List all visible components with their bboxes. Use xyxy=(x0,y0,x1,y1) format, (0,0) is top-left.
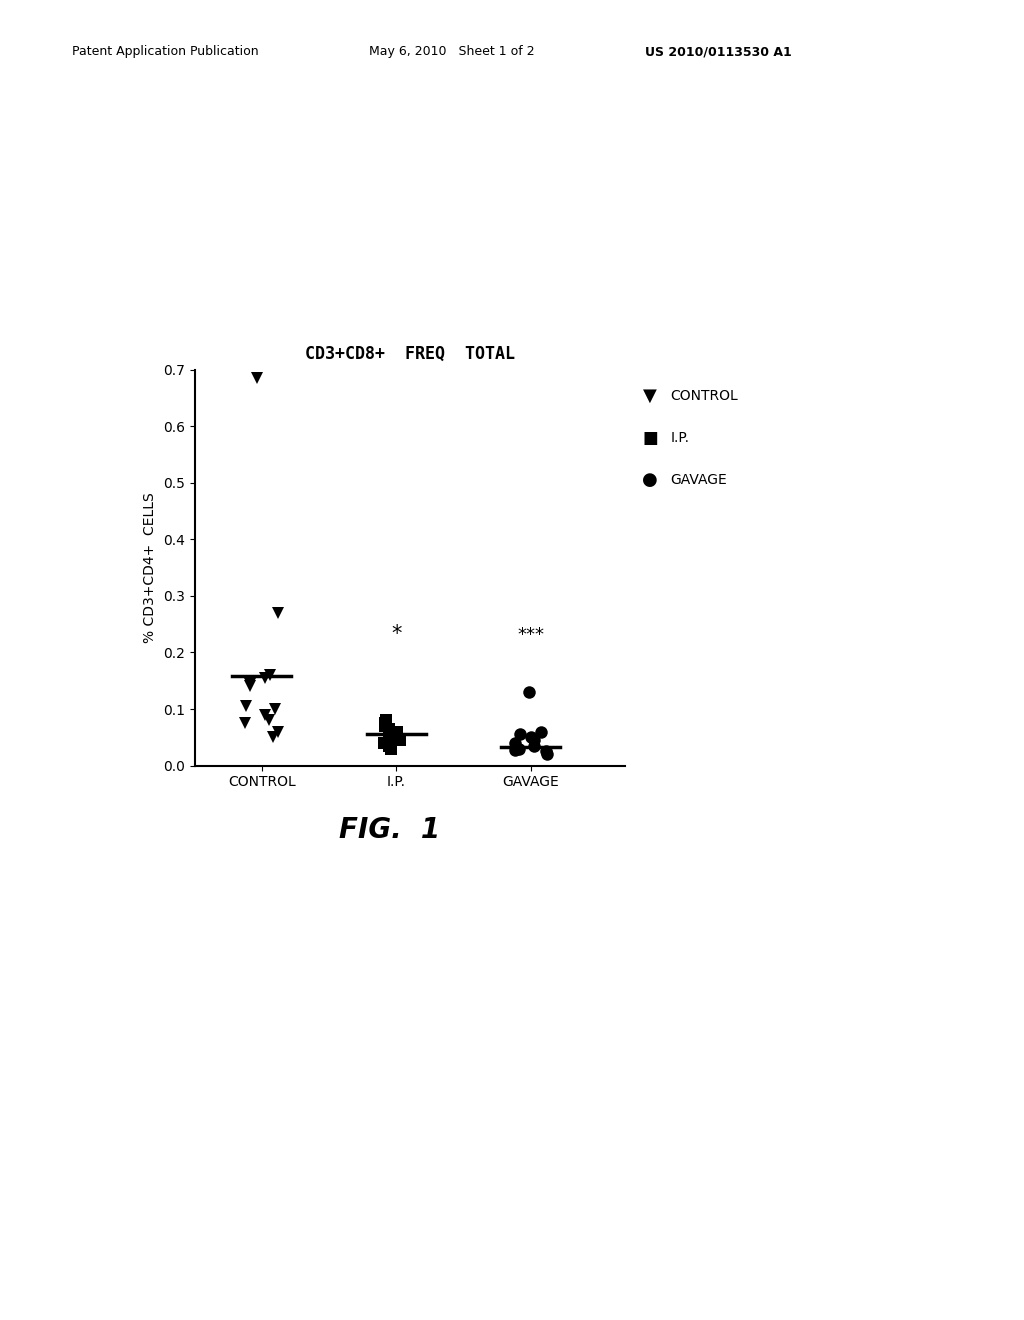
Text: Patent Application Publication: Patent Application Publication xyxy=(72,45,258,58)
Text: May 6, 2010   Sheet 1 of 2: May 6, 2010 Sheet 1 of 2 xyxy=(369,45,535,58)
Text: US 2010/0113530 A1: US 2010/0113530 A1 xyxy=(645,45,792,58)
Text: CONTROL: CONTROL xyxy=(671,389,738,403)
Text: ***: *** xyxy=(517,626,544,644)
Title: CD3+CD8+  FREQ  TOTAL: CD3+CD8+ FREQ TOTAL xyxy=(304,345,515,363)
Text: I.P.: I.P. xyxy=(671,432,690,445)
Text: FIG.  1: FIG. 1 xyxy=(339,816,439,845)
Text: *: * xyxy=(391,624,401,644)
Text: ▼: ▼ xyxy=(643,387,657,405)
Y-axis label: % CD3+CD4+  CELLS: % CD3+CD4+ CELLS xyxy=(143,492,158,643)
Text: ●: ● xyxy=(642,471,658,490)
Text: ■: ■ xyxy=(642,429,658,447)
Text: GAVAGE: GAVAGE xyxy=(671,474,727,487)
